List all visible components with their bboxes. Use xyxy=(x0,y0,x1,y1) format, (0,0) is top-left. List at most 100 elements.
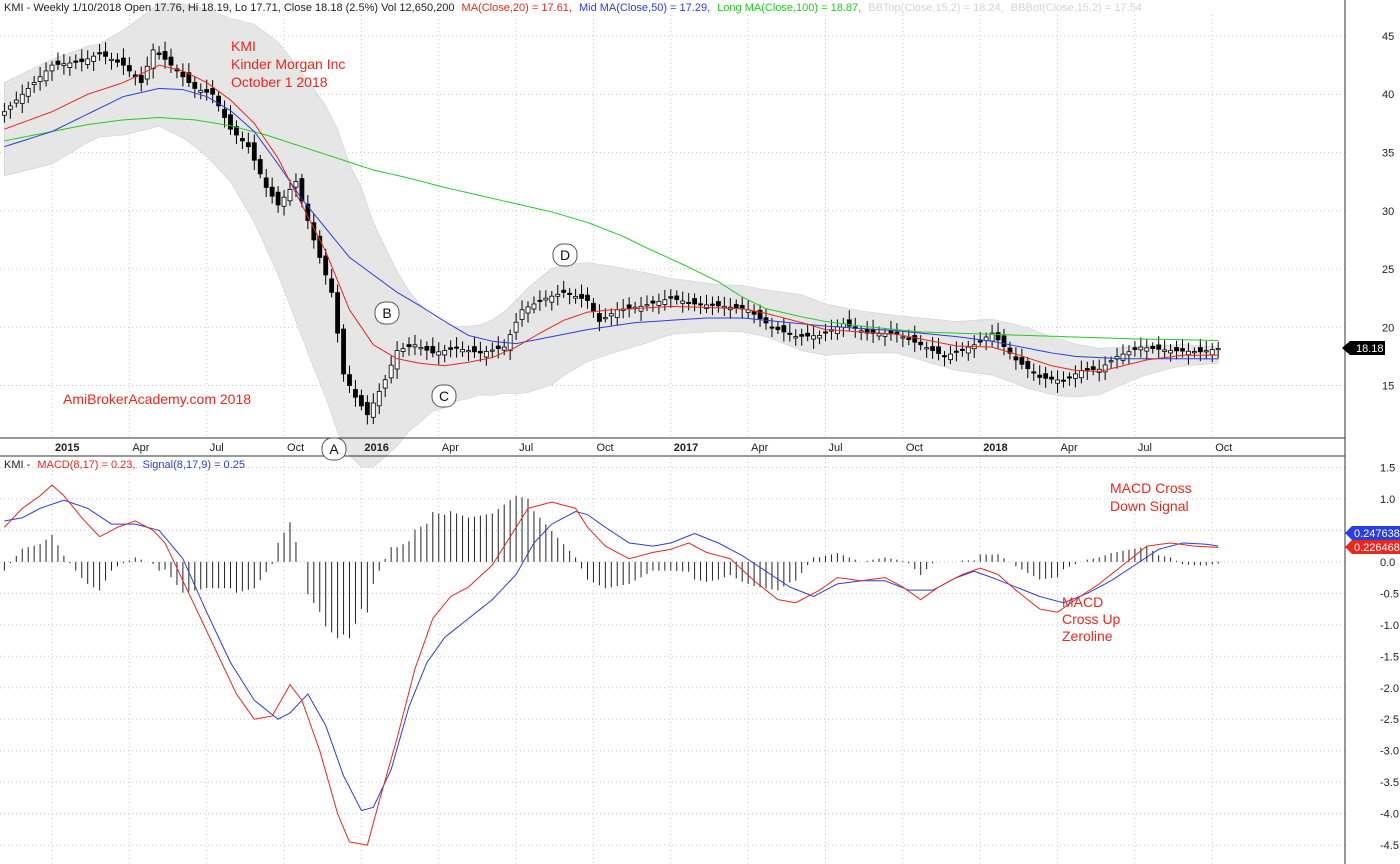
candle-body xyxy=(49,64,55,72)
candle-body xyxy=(79,58,85,63)
candle-body xyxy=(168,56,174,66)
candle-body xyxy=(1055,379,1060,384)
candle-body xyxy=(591,302,596,312)
candle-body xyxy=(644,304,650,307)
candle-body xyxy=(626,304,632,309)
candle-body xyxy=(239,138,245,142)
macd-tick-label: -1.0 xyxy=(1380,620,1399,632)
candle-body xyxy=(382,379,388,389)
candle-body xyxy=(13,99,19,104)
time-tick-label: 2018 xyxy=(983,442,1007,454)
candle-body xyxy=(1209,349,1215,356)
candle-body xyxy=(1019,357,1025,365)
point-marker-b: B xyxy=(374,301,400,325)
candle-body xyxy=(388,364,394,379)
macd-tick-label: -2.5 xyxy=(1380,714,1399,726)
candle-body xyxy=(674,295,680,301)
candle-body xyxy=(1,111,7,116)
candle-body xyxy=(370,402,376,418)
svg-text:0.247638: 0.247638 xyxy=(1354,528,1400,540)
price-value-tag: 18.18 xyxy=(1342,341,1385,355)
candle-body xyxy=(424,345,430,351)
candle-body xyxy=(1150,346,1156,349)
macd-tick-label: -4.5 xyxy=(1380,840,1399,852)
candle-body xyxy=(430,346,436,354)
time-tick-label: 2015 xyxy=(55,442,79,454)
candle-body xyxy=(180,71,186,78)
candle-body xyxy=(614,309,620,319)
candle-body xyxy=(1102,364,1108,373)
candle-body xyxy=(1084,368,1090,371)
macd-tick-label: -1.5 xyxy=(1380,651,1399,663)
candle-body xyxy=(597,313,602,322)
candle-body xyxy=(733,304,739,309)
macd-tick-label: 1.5 xyxy=(1380,462,1395,474)
candle-body xyxy=(787,332,793,335)
candle-body xyxy=(1186,350,1191,356)
candle-body xyxy=(775,326,781,331)
candle-body xyxy=(716,301,721,307)
candle-body xyxy=(1120,353,1126,361)
candle-body xyxy=(198,89,204,93)
candle-body xyxy=(43,70,49,82)
macd-tick-label: -3.0 xyxy=(1380,746,1399,758)
candle-body xyxy=(686,301,692,304)
time-tick-label: Oct xyxy=(596,442,613,454)
candle-body xyxy=(1078,370,1084,379)
candle-body xyxy=(692,298,697,305)
candle-body xyxy=(150,49,156,70)
candle-body xyxy=(1108,360,1114,363)
candle-body xyxy=(900,336,906,339)
candle-body xyxy=(567,292,573,295)
candle-body xyxy=(19,93,25,104)
candle-body xyxy=(358,395,364,407)
candle-body xyxy=(757,309,763,319)
candle-body xyxy=(97,52,102,55)
candle-body xyxy=(466,350,471,353)
candle-body xyxy=(257,159,263,175)
candle-body xyxy=(228,114,233,130)
candle-body xyxy=(31,82,37,86)
candle-body xyxy=(1144,347,1150,352)
candle-body xyxy=(1090,366,1096,371)
price-header: KMI - Weekly 1/10/2018 Open 17.76, Hi 18… xyxy=(4,2,1142,14)
ma20-line xyxy=(4,64,1219,373)
macd-tick-label: -3.5 xyxy=(1380,777,1399,789)
time-tick-label: 2016 xyxy=(364,442,388,454)
svg-text:C: C xyxy=(439,388,449,404)
candle-body xyxy=(680,300,686,304)
candle-body xyxy=(156,52,162,56)
candle-body xyxy=(1001,335,1007,347)
candle-body xyxy=(698,303,703,306)
candle-body xyxy=(436,351,442,356)
price-tick-label: 45 xyxy=(1382,31,1394,43)
macd-lines xyxy=(4,484,1219,846)
price-tick-label: 30 xyxy=(1382,206,1394,218)
candle-body xyxy=(876,333,882,337)
candle-body xyxy=(930,346,935,352)
time-tick-label: Oct xyxy=(287,442,304,454)
candle-body xyxy=(531,303,537,310)
candle-body xyxy=(1067,376,1072,379)
candle-body xyxy=(394,350,400,370)
candle-body xyxy=(483,351,489,358)
candle-body xyxy=(942,355,947,358)
candle-body xyxy=(460,349,465,353)
annotation-cross-up-3: Zeroline xyxy=(1062,628,1113,644)
signal-line xyxy=(4,499,1219,812)
time-tick-label: Apr xyxy=(1061,442,1078,454)
candle-body xyxy=(495,345,501,349)
candle-body xyxy=(1037,374,1043,378)
candle-body xyxy=(454,346,460,349)
point-marker-a: A xyxy=(321,437,347,461)
annotation-cross-up-1: MACD xyxy=(1062,594,1103,610)
candle-body xyxy=(1031,371,1037,374)
svg-text:18.18: 18.18 xyxy=(1356,343,1384,355)
macd-tick-label: 0.0 xyxy=(1380,557,1395,569)
time-tick-label: Apr xyxy=(751,442,768,454)
signal-value-tag: 0.226468 xyxy=(1345,540,1400,554)
candle-body xyxy=(364,402,370,416)
candle-body xyxy=(1174,347,1179,352)
candle-body xyxy=(1043,373,1049,379)
candle-body xyxy=(317,235,323,258)
